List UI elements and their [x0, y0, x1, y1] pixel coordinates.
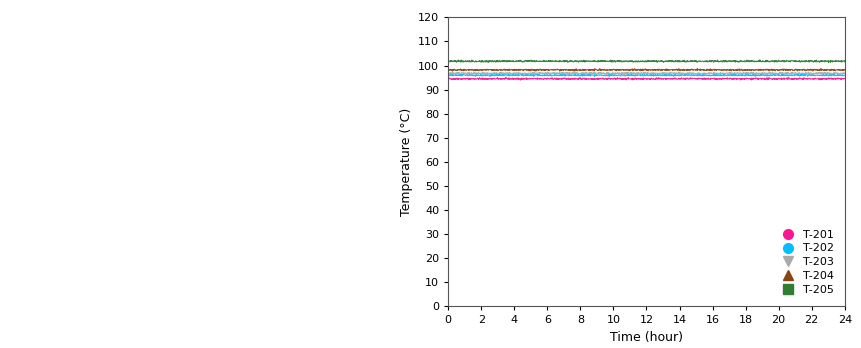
Y-axis label: Temperature (°C): Temperature (°C): [399, 108, 412, 216]
Legend: T-201, T-202, T-203, T-204, T-205: T-201, T-202, T-203, T-204, T-205: [771, 224, 839, 301]
X-axis label: Time (hour): Time (hour): [610, 331, 682, 344]
